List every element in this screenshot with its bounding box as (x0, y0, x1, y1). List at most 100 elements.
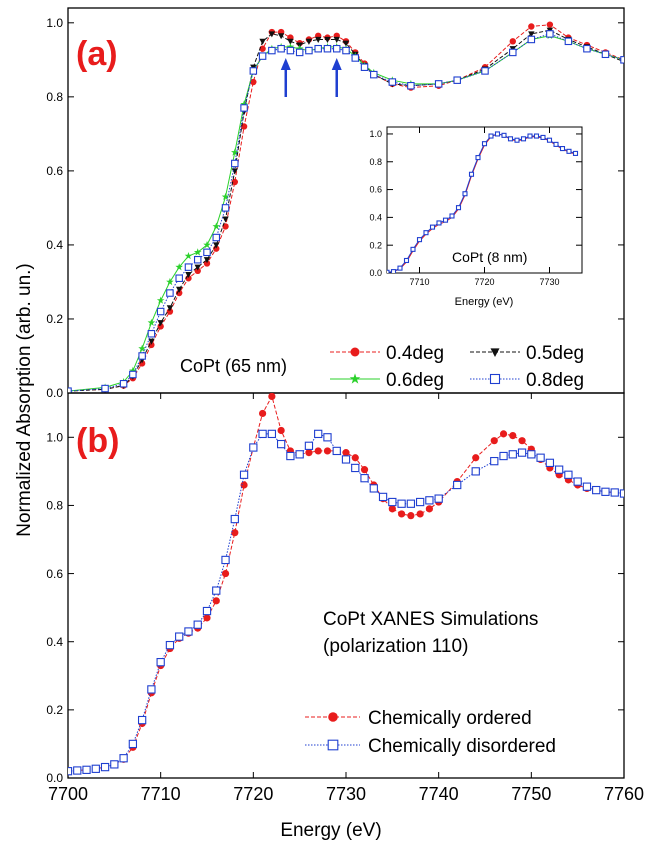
data-point (333, 36, 340, 43)
data-point (501, 132, 507, 138)
data-point (110, 760, 119, 769)
data-point (453, 76, 461, 84)
data-point (231, 159, 239, 168)
data-point (148, 341, 155, 349)
legend-marker (489, 373, 501, 385)
data-point (425, 505, 433, 513)
data-point (403, 257, 410, 264)
data-point (203, 260, 211, 267)
x-tick-label: 7710 (141, 784, 181, 804)
panel-b-series (68, 393, 624, 776)
y-tick-label: 1.0 (46, 430, 63, 444)
data-point (620, 56, 624, 64)
data-point (342, 40, 350, 47)
data-point (100, 762, 110, 772)
data-point (406, 499, 416, 508)
data-point (230, 514, 239, 524)
y-tick-label: 0.8 (369, 157, 382, 167)
legend-item: 0.4deg (330, 343, 444, 364)
data-point (509, 431, 517, 440)
data-point (490, 456, 499, 466)
data-point (277, 33, 285, 40)
y-tick-label: 0.0 (46, 386, 63, 400)
data-point (268, 31, 276, 38)
data-point (249, 67, 258, 75)
y-tick-label: 0.8 (46, 499, 63, 513)
data-point (221, 192, 230, 200)
data-point (193, 248, 202, 256)
data-point (468, 171, 475, 177)
legend-item: 0.6deg (330, 370, 444, 391)
y-tick-label: 0.6 (369, 185, 382, 195)
y-tick-label: 0.8 (46, 90, 63, 104)
data-point (528, 31, 535, 38)
legend-item: Chemically disordered (305, 736, 556, 757)
legend-marker (328, 712, 338, 722)
data-point (156, 307, 165, 316)
data-point (138, 344, 146, 352)
data-point (540, 134, 546, 140)
data-point (378, 492, 388, 502)
x-tick-label: 7720 (474, 277, 494, 287)
data-point (514, 137, 520, 143)
data-point (295, 44, 304, 52)
data-point (449, 213, 455, 219)
data-point (268, 46, 276, 55)
data-point (323, 433, 332, 442)
data-point (390, 269, 397, 273)
data-point (258, 52, 267, 60)
data-point (559, 146, 566, 152)
legend-marker (490, 348, 500, 357)
data-point (536, 453, 545, 462)
data-point (342, 449, 350, 457)
data-point (165, 640, 175, 650)
data-point (407, 512, 415, 520)
panel-b-annotation-line-2: (polarization 110) (323, 636, 468, 657)
data-point (250, 78, 257, 86)
data-point (388, 78, 397, 86)
data-point (462, 191, 468, 197)
data-point (259, 38, 266, 45)
data-point (175, 263, 183, 271)
data-point (455, 205, 462, 211)
data-point (166, 289, 174, 297)
series-line (68, 29, 624, 392)
data-point (286, 42, 295, 51)
data-point (351, 54, 360, 62)
y-tick-label: 0.4 (369, 213, 382, 223)
data-point (68, 767, 73, 776)
data-point (436, 220, 442, 226)
data-point (387, 269, 390, 273)
data-point (212, 233, 221, 242)
data-point (416, 510, 424, 518)
data-point (592, 485, 601, 495)
data-point (156, 296, 165, 304)
data-point (295, 48, 304, 57)
data-point (425, 496, 434, 505)
data-point (388, 497, 397, 507)
data-point (518, 437, 526, 445)
inset: 0.0 0.2 0.4 0.6 0.8 1.0 7710 7720 7730 CoPt (8 n… (369, 126, 583, 308)
arrow-head (280, 58, 291, 70)
data-point (481, 67, 489, 75)
data-point (341, 455, 351, 464)
data-point (471, 467, 480, 476)
data-point (582, 482, 592, 491)
data-point (370, 70, 378, 79)
data-point (156, 658, 165, 667)
data-point (212, 597, 220, 605)
data-point (305, 46, 313, 55)
data-point (202, 606, 212, 616)
panel-a-y-ticks: 0.0 0.2 0.4 0.6 0.8 1.0 (46, 16, 624, 400)
x-tick-label: 7700 (48, 784, 88, 804)
data-point (410, 246, 416, 252)
data-point (212, 222, 221, 230)
data-point (520, 136, 527, 142)
data-point (388, 505, 396, 513)
data-point (166, 305, 174, 312)
data-point (490, 437, 498, 445)
panel-a-label: (a) (76, 35, 118, 73)
data-point (323, 44, 332, 53)
panel-a-legend: 0.4deg 0.5deg 0.6deg 0.8deg (330, 343, 584, 391)
data-point (91, 764, 100, 773)
